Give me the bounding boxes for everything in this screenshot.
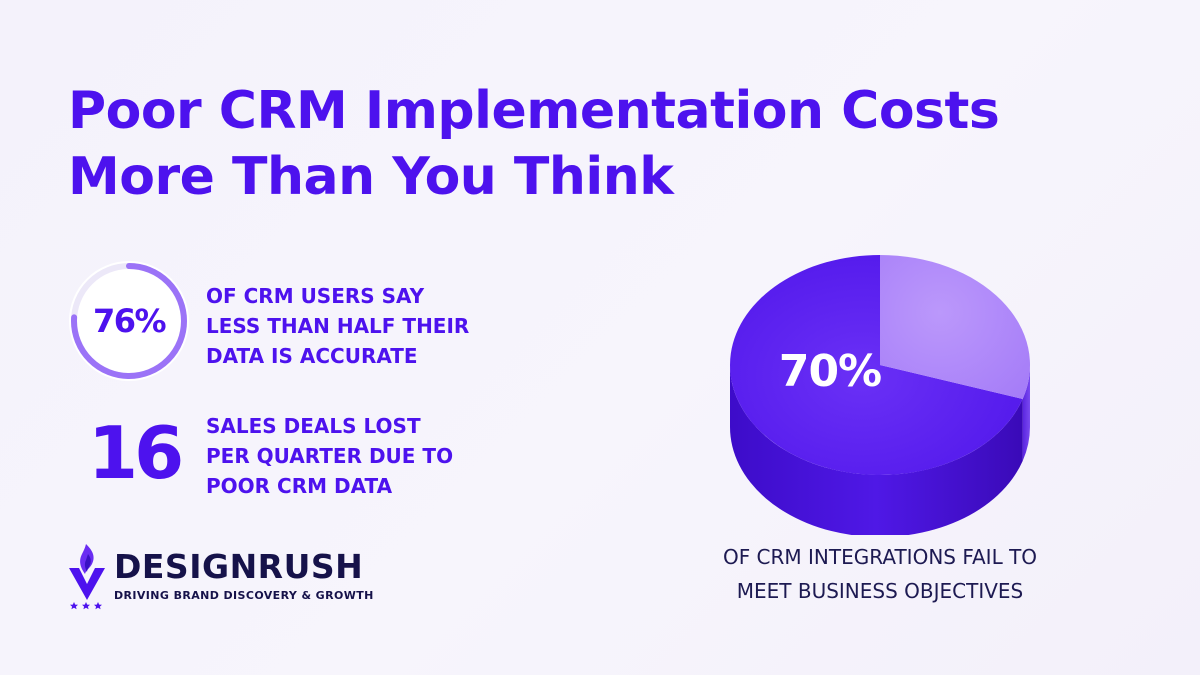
pie-slice-major [730, 255, 1023, 475]
brand-logo[interactable]: DESIGNRUSH DRIVING BRAND DISCOVERY & GRO… [66, 540, 406, 620]
pie-data-label: 70% [778, 346, 882, 397]
pie-walls [730, 365, 1030, 535]
pie-slice-minor [880, 255, 1031, 399]
stat-1-line-1: OF CRM USERS SAY [206, 284, 425, 308]
title-line-1: Poor CRM Implementation Costs [68, 81, 1000, 141]
stat-1-value: 76% [92, 302, 167, 340]
pie-caption: OF CRM INTEGRATIONS FAIL TO MEET BUSINES… [660, 540, 1100, 608]
stat-2-line-1: SALES DEALS LOST [206, 414, 421, 438]
pie-caption-line-2: MEET BUSINESS OBJECTIVES [736, 579, 1024, 603]
flame-v-star-icon [69, 544, 105, 610]
stat-2-line-2: PER QUARTER DUE TO [206, 444, 454, 468]
ring-background [69, 261, 189, 381]
logo-name: DESIGNRUSH [114, 547, 364, 586]
pie-caption-line-1: OF CRM INTEGRATIONS FAIL TO [722, 545, 1038, 569]
logo-tagline: DRIVING BRAND DISCOVERY & GROWTH [114, 589, 374, 602]
pie-wall-minor [1022, 365, 1030, 461]
ring-graphic [69, 261, 189, 381]
stat-1-text: OF CRM USERS SAY LESS THAN HALF THEIR DA… [206, 281, 526, 371]
pie-tops [730, 255, 1031, 475]
stat-1-line-2: LESS THAN HALF THEIR [206, 314, 470, 338]
pie-chart [700, 235, 1060, 535]
stat-2-text: SALES DEALS LOST PER QUARTER DUE TO POOR… [206, 411, 526, 501]
page-title: Poor CRM Implementation Costs More Than … [68, 78, 1128, 210]
stat-ring: 76% [66, 258, 192, 384]
stat-2-line-3: POOR CRM DATA [206, 474, 393, 498]
title-line-2: More Than You Think [68, 147, 674, 207]
pie-chart-svg [730, 255, 1031, 535]
stat-1-line-3: DATA IS ACCURATE [206, 344, 418, 368]
pie-wall-major [730, 365, 1023, 535]
ring-fill [71, 263, 187, 379]
stat-2-value: 16 [88, 411, 184, 495]
